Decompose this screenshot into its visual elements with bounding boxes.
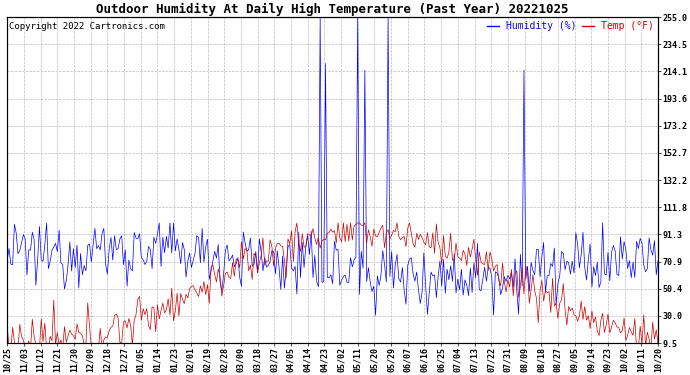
Legend: Humidity (%), Temp (°F): Humidity (%), Temp (°F) (483, 17, 658, 35)
Title: Outdoor Humidity At Daily High Temperature (Past Year) 20221025: Outdoor Humidity At Daily High Temperatu… (97, 3, 569, 16)
Text: Copyright 2022 Cartronics.com: Copyright 2022 Cartronics.com (8, 22, 164, 31)
